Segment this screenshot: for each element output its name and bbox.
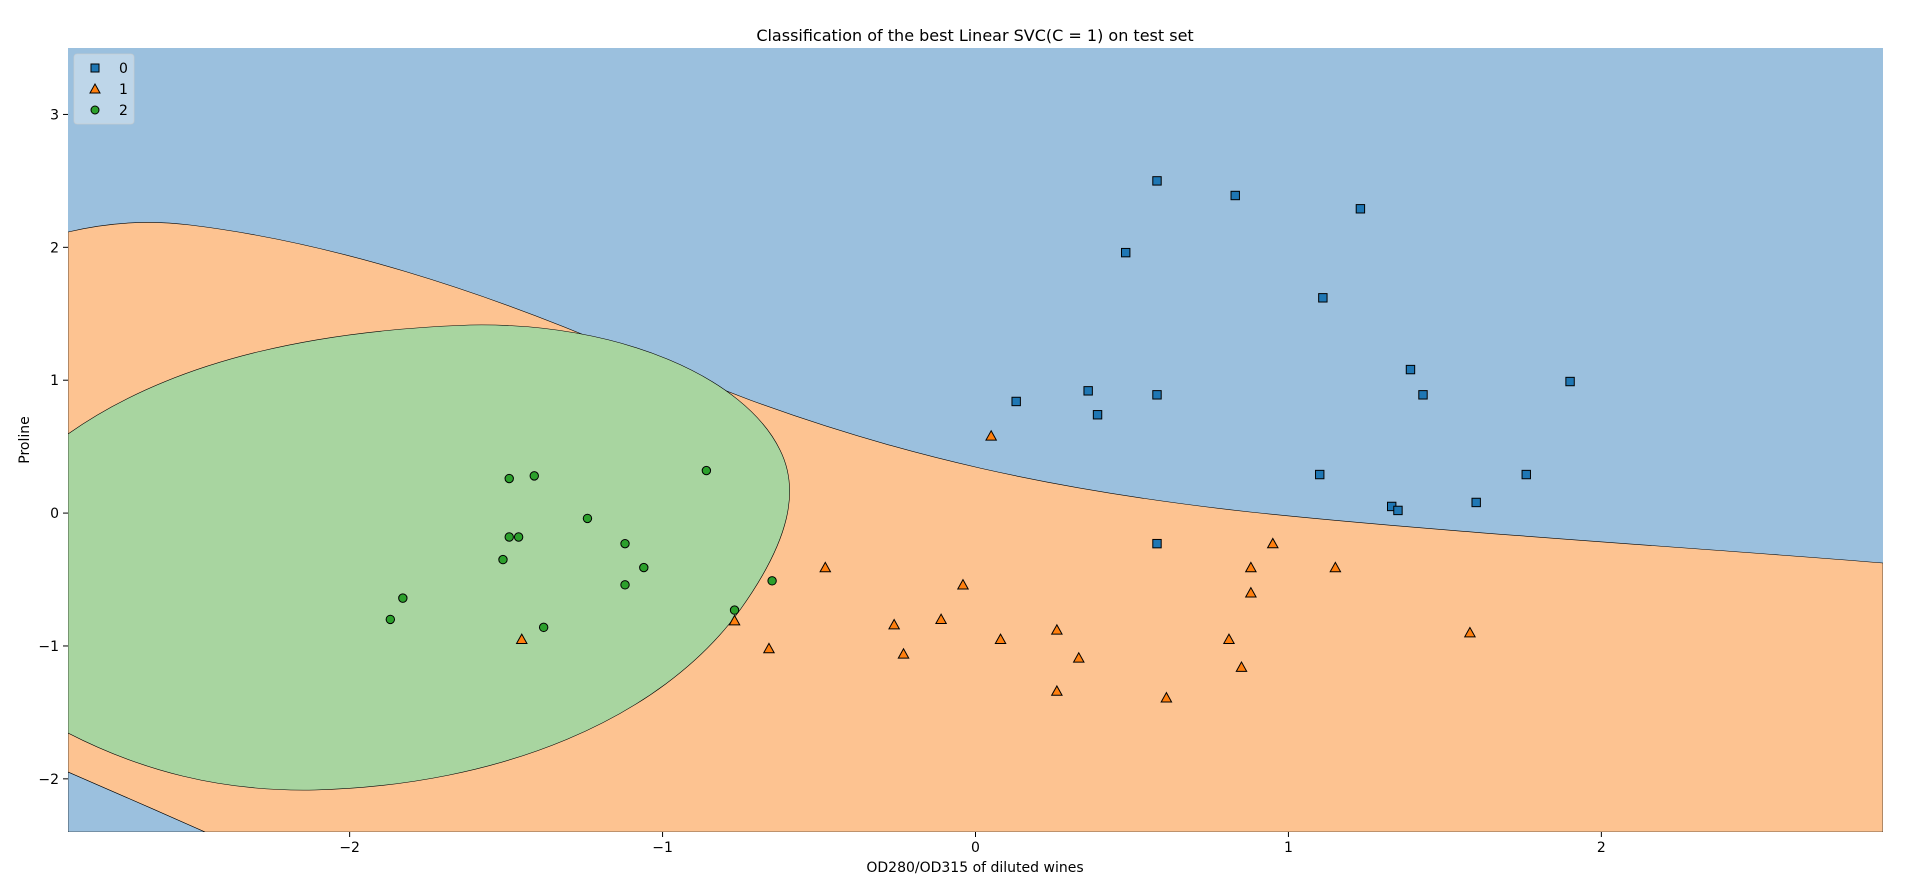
x-tick-label: 1	[1284, 840, 1293, 856]
point-class-1	[1050, 623, 1063, 635]
legend-marker-class-0	[90, 63, 100, 73]
point-class-2	[701, 465, 712, 476]
y-tick-label: 3	[50, 107, 59, 123]
y-tick-label: 1	[50, 373, 59, 389]
point-class-2	[620, 580, 630, 590]
legend-marker-class-2	[90, 105, 100, 115]
point-class-0	[1318, 293, 1328, 303]
y-tick-label: 0	[50, 506, 59, 522]
x-axis: −2 −1 0 1 2	[339, 832, 1606, 856]
y-axis-label: Proline	[17, 416, 33, 463]
point-class-1	[515, 633, 528, 644]
point-class-1	[985, 429, 998, 441]
point-class-2	[639, 562, 649, 573]
point-class-0	[1565, 376, 1575, 387]
point-class-0	[1393, 505, 1403, 516]
y-axis: −2 −1 0 1 2 3	[38, 107, 68, 788]
x-tick-label: −2	[339, 840, 360, 856]
x-axis-label: OD280/OD315 of diluted wines	[866, 860, 1083, 876]
point-class-1	[1160, 691, 1173, 703]
point-class-0	[1355, 204, 1366, 214]
point-class-1	[994, 633, 1007, 644]
legend-label-class-1: 1	[119, 82, 128, 98]
legend-marker-class-1	[89, 82, 101, 94]
point-class-2	[620, 538, 630, 549]
point-class-0	[1152, 390, 1162, 400]
point-class-2	[504, 473, 514, 484]
point-class-2	[498, 554, 508, 565]
point-class-0	[1230, 190, 1240, 201]
legend-label-class-2: 2	[119, 103, 128, 119]
point-class-2	[398, 593, 408, 603]
point-class-1	[956, 578, 970, 590]
point-class-1	[1072, 651, 1085, 663]
point-class-2	[504, 532, 514, 542]
point-class-1	[1222, 633, 1236, 644]
data-points	[385, 176, 1575, 703]
point-class-2	[582, 513, 593, 524]
x-tick-label: 2	[1597, 840, 1606, 856]
legend-label-class-0: 0	[119, 61, 128, 77]
point-class-0	[1092, 410, 1103, 420]
point-class-0	[1471, 497, 1481, 508]
plot-area	[68, 48, 1883, 832]
point-class-1	[888, 618, 901, 630]
point-class-0	[1152, 538, 1162, 549]
region-class-0-corner	[68, 771, 206, 832]
y-tick-label: −1	[38, 639, 59, 655]
x-tick-label: 0	[971, 840, 980, 856]
legend: 0 1 2	[73, 53, 135, 125]
point-class-0	[1011, 396, 1021, 407]
point-class-0	[1083, 386, 1093, 396]
point-class-2	[385, 614, 396, 625]
point-class-1	[1244, 561, 1257, 573]
point-class-0	[1418, 390, 1428, 400]
point-class-1	[897, 647, 910, 659]
y-tick-label: −2	[38, 772, 59, 788]
point-class-1	[819, 561, 832, 573]
point-class-0	[1315, 469, 1325, 480]
point-class-1	[1050, 684, 1063, 696]
point-class-0	[1521, 469, 1531, 480]
point-class-0	[1121, 247, 1131, 258]
y-tick-label: 2	[50, 240, 59, 256]
legend-box	[73, 53, 135, 125]
point-class-2	[513, 532, 524, 542]
point-class-1	[1235, 660, 1248, 672]
x-tick-label: −1	[652, 840, 673, 856]
point-class-2	[529, 471, 539, 481]
point-class-0	[1405, 364, 1416, 375]
point-class-1	[728, 614, 741, 626]
point-class-1	[1244, 586, 1257, 598]
point-class-1	[1329, 561, 1342, 573]
point-class-2	[729, 605, 740, 615]
point-class-1	[935, 613, 948, 625]
chart-title: Classification of the best Linear SVC(C …	[756, 26, 1193, 45]
point-class-0	[1152, 176, 1162, 186]
region-class-2	[68, 324, 790, 791]
point-class-2	[767, 576, 777, 586]
point-class-1	[1266, 537, 1279, 549]
point-class-1	[1463, 626, 1476, 638]
point-class-1	[762, 642, 776, 654]
point-class-2	[538, 622, 549, 633]
